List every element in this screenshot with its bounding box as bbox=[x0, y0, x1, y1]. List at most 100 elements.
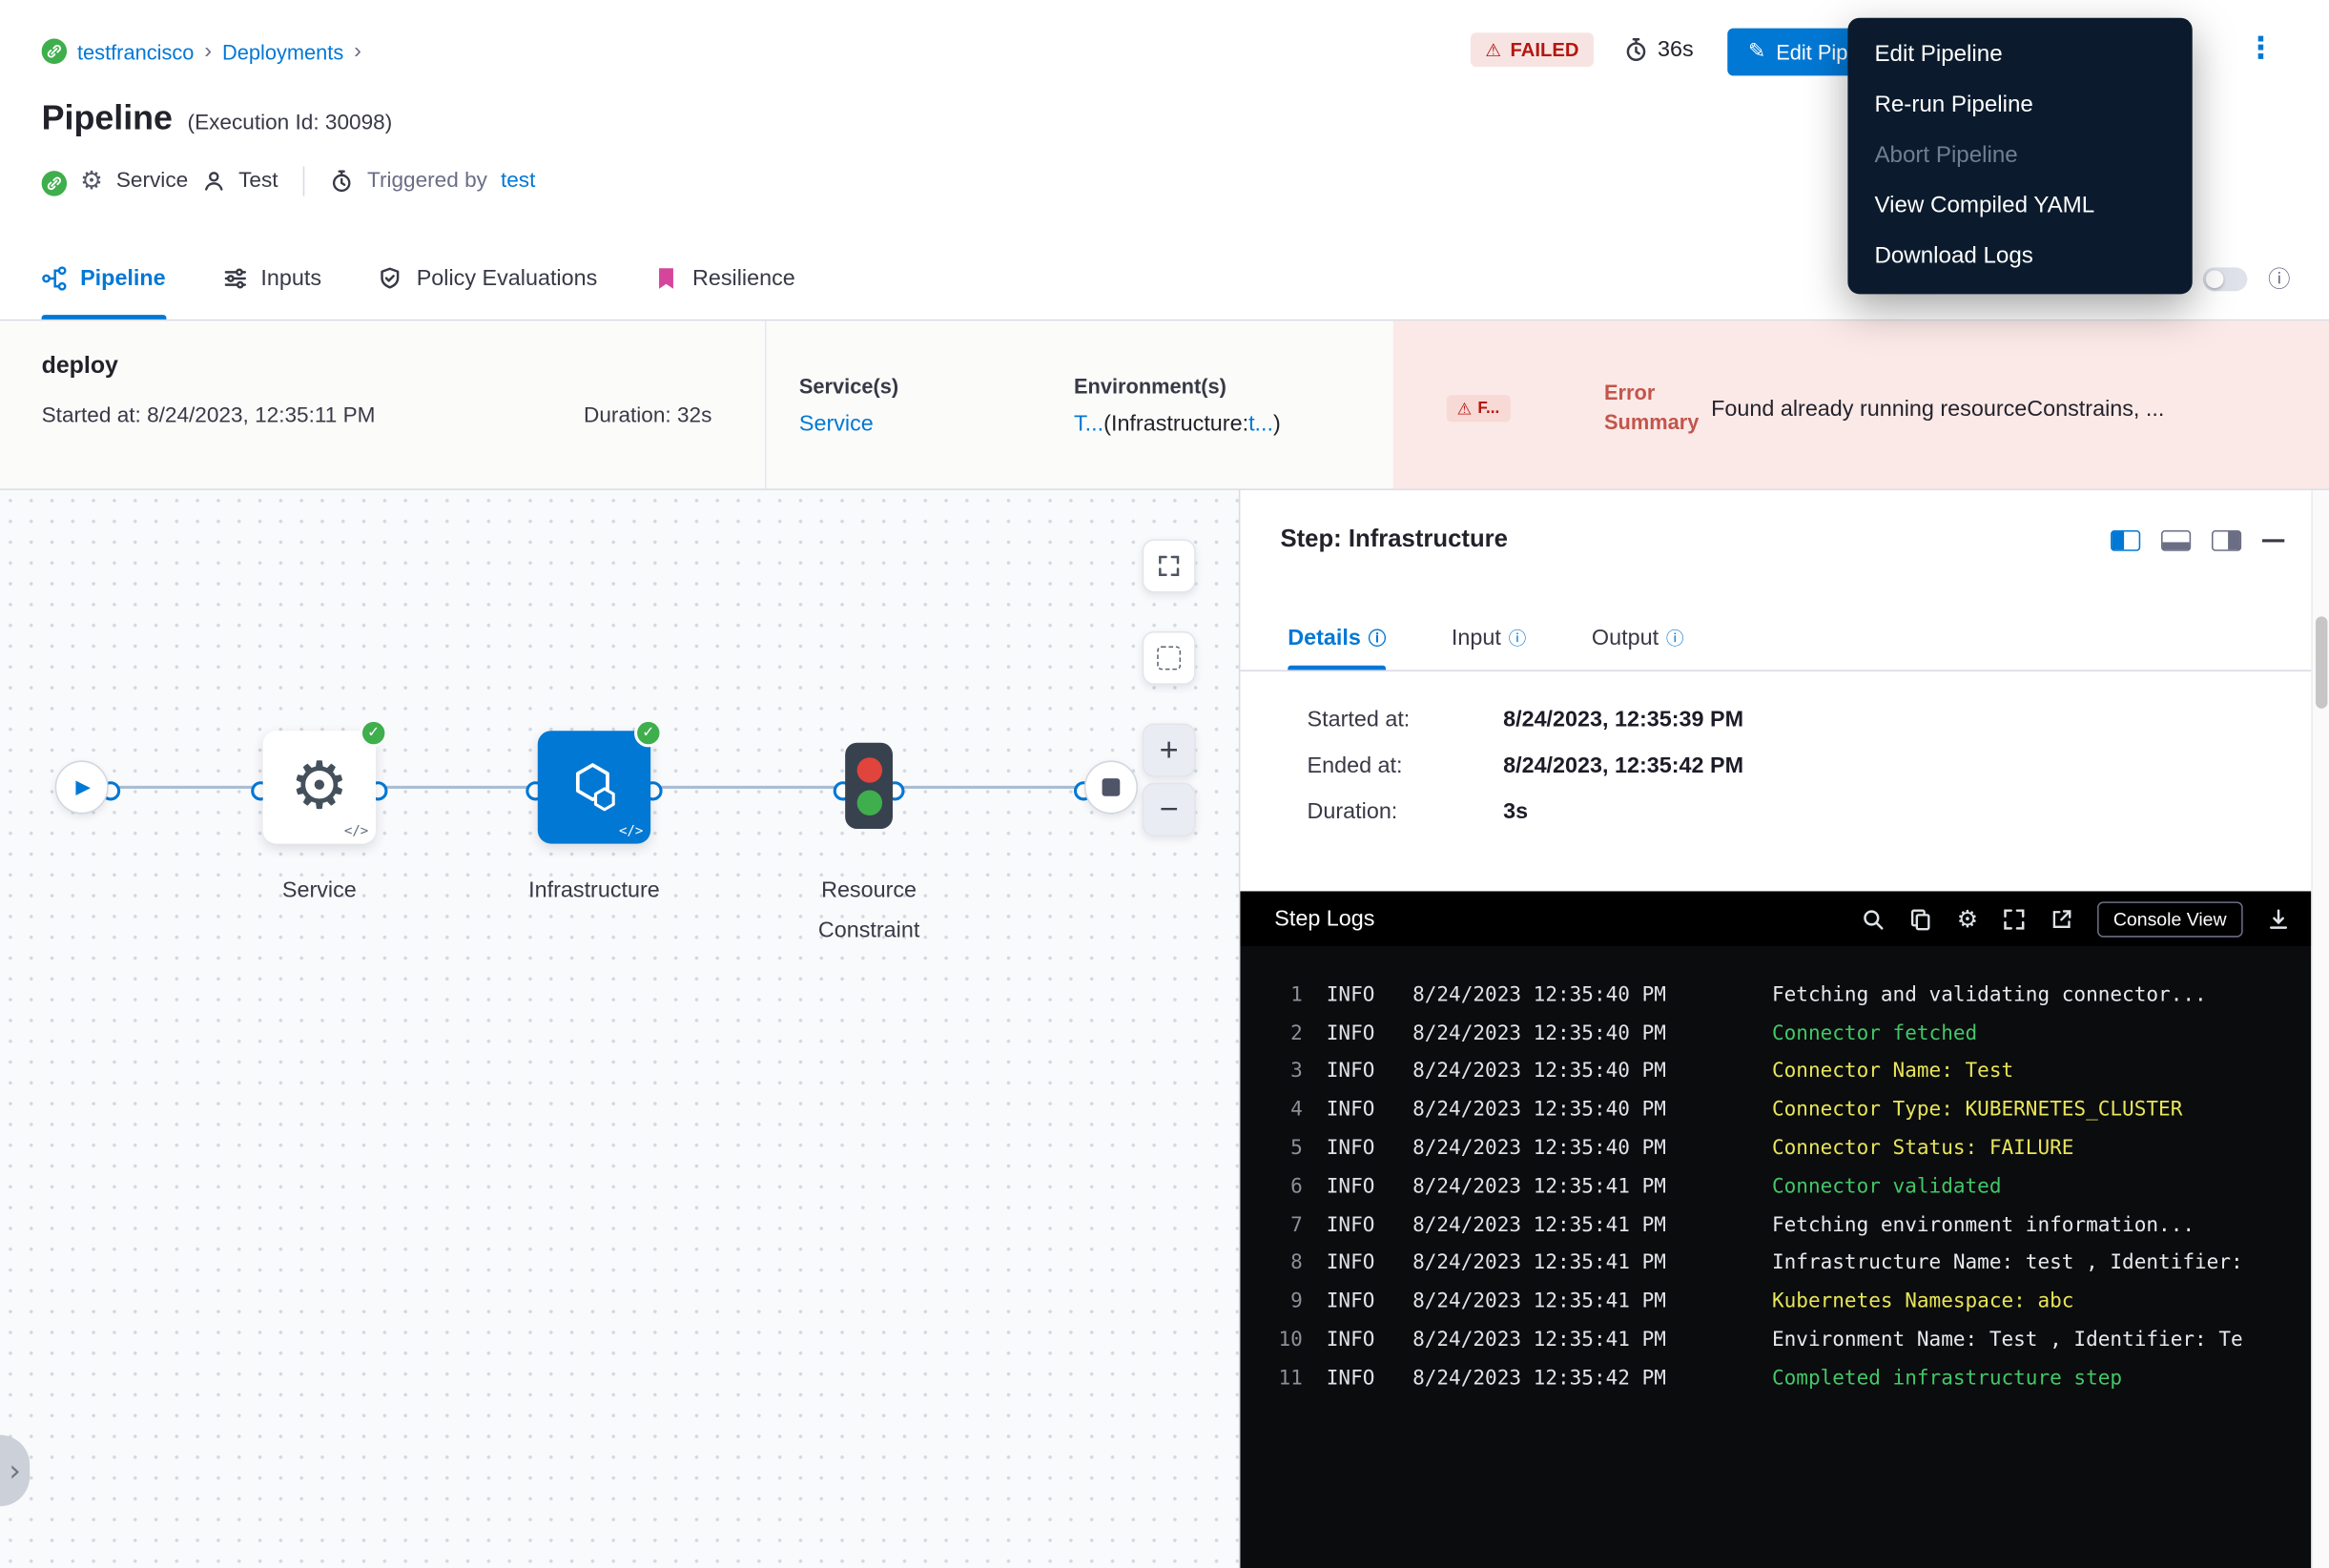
resource-constraint-node[interactable] bbox=[845, 742, 893, 830]
resilience-icon bbox=[659, 268, 674, 289]
menu-item-download-logs[interactable]: Download Logs bbox=[1874, 243, 2033, 269]
pipeline-icon bbox=[42, 266, 67, 291]
gear-icon: ⚙ bbox=[290, 748, 349, 825]
pipeline-actions-menu: Edit Pipeline Re-run Pipeline Abort Pipe… bbox=[1847, 17, 2193, 295]
page-title: Pipeline bbox=[41, 97, 173, 137]
log-line: 6 INFO 8/24/2023 12:35:41 PM Connector vali… bbox=[1290, 1174, 2002, 1199]
menu-item-abort-pipeline[interactable]: Abort Pipeline bbox=[1874, 142, 2018, 168]
menu-item-view-compiled-yaml[interactable]: View Compiled YAML bbox=[1874, 193, 2095, 218]
menu-item-rerun-pipeline[interactable]: Re-run Pipeline bbox=[1874, 92, 2033, 118]
log-line: 5 INFO 8/24/2023 12:35:40 PM Connector Stat… bbox=[1290, 1136, 2074, 1161]
tab-input[interactable]: Input ⓘ bbox=[1451, 625, 1527, 651]
breadcrumb-deployments[interactable]: Deployments bbox=[221, 39, 344, 64]
play-icon: ▶ bbox=[75, 775, 92, 799]
status-badge: ⚠ FAILED bbox=[1470, 32, 1595, 68]
breadcrumb-project[interactable]: testfrancisco bbox=[76, 39, 195, 64]
user-icon bbox=[201, 170, 225, 194]
detail-row-duration: Duration: 3s bbox=[1307, 798, 1529, 825]
search-icon[interactable] bbox=[1862, 907, 1886, 931]
end-node[interactable] bbox=[1083, 760, 1138, 815]
pipeline-meta-row: ⚙ Service Test Triggered by test bbox=[41, 165, 536, 196]
clock-icon bbox=[1626, 38, 1646, 62]
info-icon[interactable]: ⓘ bbox=[2268, 264, 2291, 293]
environments-value: T...(Infrastructure:t...) bbox=[1074, 411, 1281, 437]
triggered-by-label: Triggered by bbox=[366, 169, 487, 194]
success-check-icon: ✓ bbox=[359, 718, 388, 748]
graph-edge bbox=[643, 780, 853, 800]
environments-label: Environment(s) bbox=[1074, 374, 1226, 399]
red-light-icon bbox=[855, 756, 882, 782]
copy-icon[interactable] bbox=[1909, 907, 1933, 931]
error-summary-zone: ⚠ F... Error Summary Found already runni… bbox=[1392, 320, 2329, 489]
panel-layout-controls bbox=[2111, 529, 2285, 551]
scrollbar-thumb[interactable] bbox=[2315, 616, 2328, 709]
tab-inputs[interactable]: Inputs bbox=[222, 237, 321, 320]
fullscreen-icon[interactable] bbox=[2002, 907, 2026, 931]
zoom-out-button[interactable]: − bbox=[1142, 782, 1196, 836]
infrastructure-link[interactable]: t... bbox=[1248, 411, 1274, 437]
download-icon[interactable] bbox=[2267, 907, 2291, 931]
menu-item-edit-pipeline[interactable]: Edit Pipeline bbox=[1874, 41, 2003, 68]
log-line: 2 INFO 8/24/2023 12:35:40 PM Connector fetc… bbox=[1290, 1021, 1978, 1045]
settings-gear-icon[interactable]: ⚙ bbox=[1956, 903, 1979, 933]
stop-icon bbox=[1102, 778, 1121, 796]
title-row: Pipeline (Execution Id: 30098) bbox=[42, 98, 393, 138]
warning-icon: ⚠ bbox=[1456, 399, 1473, 419]
log-line: 3 INFO 8/24/2023 12:35:40 PM Connector Name… bbox=[1290, 1060, 2014, 1084]
log-lines[interactable]: 1 INFO 8/24/2023 12:35:40 PM Fetching and v… bbox=[1240, 946, 2311, 1568]
breadcrumb: testfrancisco › Deployments › bbox=[41, 38, 361, 64]
tab-policy-evaluations[interactable]: Policy Evaluations bbox=[378, 237, 597, 320]
error-summary-message: Found already running resourceConstrains… bbox=[1711, 396, 2165, 423]
tab-details[interactable]: Details ⓘ bbox=[1288, 606, 1387, 671]
detail-row-started: Started at: 8/24/2023, 12:35:39 PM bbox=[1307, 707, 1744, 732]
view-toggle[interactable] bbox=[2202, 267, 2248, 292]
main-content: ▶ ⚙ ✓ </> Service ✓ </> Infrastructure bbox=[0, 489, 2329, 1568]
minimize-icon[interactable] bbox=[2261, 539, 2285, 543]
marquee-select-button[interactable] bbox=[1142, 630, 1196, 685]
stage-name[interactable]: deploy bbox=[41, 353, 118, 380]
fit-to-screen-button[interactable] bbox=[1142, 539, 1196, 593]
layout-right-icon[interactable] bbox=[2211, 529, 2242, 551]
inputs-icon bbox=[223, 268, 246, 289]
divider bbox=[765, 320, 767, 489]
services-value-link[interactable]: Service bbox=[798, 411, 874, 437]
graph-edge bbox=[885, 780, 1094, 800]
log-line: 8 INFO 8/24/2023 12:35:41 PM Infrastructure… bbox=[1290, 1251, 2243, 1275]
step-details-panel: Step: Infrastructure Details ⓘ Input ⓘ Out… bbox=[1240, 489, 2329, 1568]
gear-icon: ⚙ bbox=[80, 165, 103, 196]
step-logs-panel: Step Logs ⚙ Console View 1 INFO 8/24/2023 … bbox=[1240, 891, 2312, 1568]
step-logs-title: Step Logs bbox=[1274, 906, 1375, 932]
log-line: 10 INFO 8/24/2023 12:35:41 PM Environment N… bbox=[1278, 1328, 2243, 1352]
kebab-menu-icon[interactable]: ⋮ bbox=[2245, 30, 2276, 66]
tab-pipeline[interactable]: Pipeline bbox=[41, 237, 166, 320]
services-label: Service(s) bbox=[798, 374, 899, 399]
step-detail-tabs: Details ⓘ Input ⓘ Output ⓘ bbox=[1240, 606, 2329, 671]
pipeline-graph-canvas[interactable]: ▶ ⚙ ✓ </> Service ✓ </> Infrastructure bbox=[0, 489, 1241, 1568]
warning-icon: ⚠ bbox=[1485, 39, 1502, 61]
page-scrollbar[interactable] bbox=[2311, 489, 2329, 1568]
layout-bottom-icon[interactable] bbox=[2161, 529, 2192, 551]
service-step-node[interactable]: ⚙ ✓ </> bbox=[262, 718, 388, 844]
divider bbox=[303, 166, 305, 196]
log-line: 11 INFO 8/24/2023 12:35:42 PM Completed inf… bbox=[1278, 1366, 2123, 1391]
step-logs-actions: ⚙ Console View bbox=[1862, 900, 2291, 937]
layout-split-left-icon[interactable] bbox=[2111, 529, 2141, 551]
zoom-in-button[interactable]: + bbox=[1142, 723, 1196, 777]
open-external-icon[interactable] bbox=[2050, 907, 2073, 931]
step-detail-rows: Started at: 8/24/2023, 12:35:39 PM Ended… bbox=[1308, 704, 1744, 842]
console-view-button[interactable]: Console View bbox=[2096, 900, 2243, 937]
node-label-resource-constraint: Resource Constraint bbox=[817, 877, 920, 943]
graph-edge bbox=[100, 780, 271, 800]
triggered-by-user[interactable]: test bbox=[500, 169, 536, 194]
tab-resilience[interactable]: Resilience bbox=[653, 237, 795, 320]
environment-link[interactable]: T... bbox=[1074, 411, 1104, 437]
project-link-icon bbox=[41, 38, 68, 64]
step-logs-header: Step Logs ⚙ Console View bbox=[1240, 891, 2312, 947]
graph-edge bbox=[368, 780, 546, 800]
collapse-panel-handle[interactable]: › bbox=[0, 1434, 31, 1507]
infrastructure-step-node[interactable]: ✓ </> bbox=[537, 718, 663, 844]
error-status-badge: ⚠ F... bbox=[1446, 395, 1511, 423]
tab-output[interactable]: Output ⓘ bbox=[1591, 625, 1684, 651]
stage-started-at: Started at: 8/24/2023, 12:35:11 PM bbox=[41, 403, 376, 428]
start-node[interactable]: ▶ bbox=[54, 760, 109, 815]
